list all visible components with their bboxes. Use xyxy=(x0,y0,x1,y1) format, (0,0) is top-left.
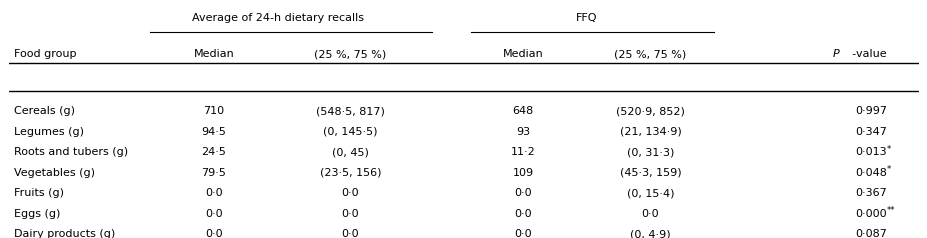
Text: Fruits (g): Fruits (g) xyxy=(14,188,64,198)
Text: (0, 15·4): (0, 15·4) xyxy=(626,188,673,198)
Text: 109: 109 xyxy=(512,168,533,178)
Text: Roots and tubers (g): Roots and tubers (g) xyxy=(14,147,128,157)
Text: 0·000: 0·000 xyxy=(855,209,886,219)
Text: (45·3, 159): (45·3, 159) xyxy=(619,168,680,178)
Text: Median: Median xyxy=(194,49,234,59)
Text: (0, 4·9): (0, 4·9) xyxy=(629,229,670,238)
Text: 79·5: 79·5 xyxy=(201,168,226,178)
Text: Cereals (g): Cereals (g) xyxy=(14,106,75,116)
Text: 0·997: 0·997 xyxy=(854,106,886,116)
Text: 0·0: 0·0 xyxy=(514,188,531,198)
Text: (21, 134·9): (21, 134·9) xyxy=(619,127,680,137)
Text: -value: -value xyxy=(849,49,886,59)
Text: (0, 31·3): (0, 31·3) xyxy=(626,147,673,157)
Text: 0·347: 0·347 xyxy=(854,127,886,137)
Text: 0·0: 0·0 xyxy=(341,209,359,219)
Text: Eggs (g): Eggs (g) xyxy=(14,209,60,219)
Text: 0·0: 0·0 xyxy=(641,209,658,219)
Text: (548·5, 817): (548·5, 817) xyxy=(315,106,385,116)
Text: Vegetables (g): Vegetables (g) xyxy=(14,168,95,178)
Text: 0·0: 0·0 xyxy=(205,209,222,219)
Text: 0·013: 0·013 xyxy=(855,147,886,157)
Text: P: P xyxy=(832,49,839,59)
Text: Median: Median xyxy=(502,49,543,59)
Text: (0, 145·5): (0, 145·5) xyxy=(323,127,377,137)
Text: 0·367: 0·367 xyxy=(854,188,886,198)
Text: 710: 710 xyxy=(203,106,224,116)
Text: Dairy products (g): Dairy products (g) xyxy=(14,229,115,238)
Text: 24·5: 24·5 xyxy=(201,147,226,157)
Text: *: * xyxy=(886,165,890,174)
Text: 0·0: 0·0 xyxy=(514,229,531,238)
Text: (0, 45): (0, 45) xyxy=(332,147,368,157)
Text: 0·0: 0·0 xyxy=(205,188,222,198)
Text: **: ** xyxy=(886,206,895,215)
Text: 0·087: 0·087 xyxy=(854,229,886,238)
Text: 648: 648 xyxy=(512,106,533,116)
Text: 0·048: 0·048 xyxy=(854,168,886,178)
Text: (25 %, 75 %): (25 %, 75 %) xyxy=(614,49,686,59)
Text: Food group: Food group xyxy=(14,49,76,59)
Text: Legumes (g): Legumes (g) xyxy=(14,127,83,137)
Text: (520·9, 852): (520·9, 852) xyxy=(616,106,684,116)
Text: 0·0: 0·0 xyxy=(205,229,222,238)
Text: 0·0: 0·0 xyxy=(341,188,359,198)
Text: (23·5, 156): (23·5, 156) xyxy=(319,168,381,178)
Text: FFQ: FFQ xyxy=(576,13,597,23)
Text: 94·5: 94·5 xyxy=(201,127,226,137)
Text: 0·0: 0·0 xyxy=(341,229,359,238)
Text: 0·0: 0·0 xyxy=(514,209,531,219)
Text: 11·2: 11·2 xyxy=(510,147,535,157)
Text: Average of 24-h dietary recalls: Average of 24-h dietary recalls xyxy=(191,13,363,23)
Text: *: * xyxy=(886,145,890,154)
Text: 93: 93 xyxy=(515,127,529,137)
Text: (25 %, 75 %): (25 %, 75 %) xyxy=(314,49,386,59)
